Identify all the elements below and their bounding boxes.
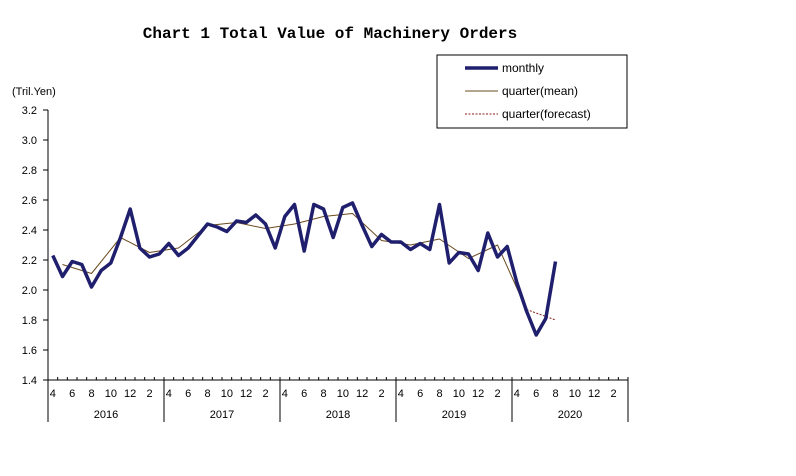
y-tick-label: 3.0 — [22, 135, 37, 147]
y-tick-label: 2.4 — [22, 225, 37, 237]
x-tick-label: 6 — [533, 388, 539, 400]
x-tick-label: 10 — [337, 388, 349, 400]
y-tick-label: 1.8 — [22, 315, 37, 327]
x-tick-label: 2 — [146, 388, 152, 400]
y-axis-unit-label: (Tril.Yen) — [12, 86, 56, 98]
x-tick-label: 12 — [240, 388, 252, 400]
x-year-label: 2019 — [442, 409, 466, 421]
x-year-label: 2017 — [210, 409, 234, 421]
x-tick-label: 6 — [69, 388, 75, 400]
x-tick-label: 12 — [472, 388, 484, 400]
x-tick-label: 2 — [262, 388, 268, 400]
y-tick-label: 3.2 — [22, 105, 37, 117]
series-layer — [51, 201, 558, 337]
x-tick-label: 12 — [356, 388, 368, 400]
x-year-label: 2020 — [558, 409, 582, 421]
legend-label-quarter-mean: quarter(mean) — [502, 84, 578, 98]
y-tick-label: 2.2 — [22, 255, 37, 267]
x-year-label: 2018 — [326, 409, 350, 421]
y-tick-label: 2.8 — [22, 165, 37, 177]
x-tick-label: 4 — [282, 388, 288, 400]
x-tick-label: 4 — [514, 388, 520, 400]
chart-title: Chart 1 Total Value of Machinery Orders — [143, 25, 517, 43]
x-axis: 4 6 8 10 12 2 4 6 8 10 12 2 4 6 8 10 12 2 4 6 8 10 12 2 4 6 8 10 12 2… — [47, 377, 629, 422]
series-line-quarter-forecast — [526, 309, 556, 321]
x-tick-label: 8 — [436, 388, 442, 400]
y-tick-label: 1.4 — [22, 375, 37, 387]
x-tick-label: 4 — [166, 388, 172, 400]
x-tick-label: 12 — [588, 388, 600, 400]
x-tick-label: 10 — [105, 388, 117, 400]
y-tick-label: 1.6 — [22, 345, 37, 357]
series-line-monthly — [51, 201, 558, 337]
x-tick-label: 10 — [453, 388, 465, 400]
x-tick-label: 8 — [320, 388, 326, 400]
y-tick-label: 2.0 — [22, 285, 37, 297]
x-tick-label: 6 — [301, 388, 307, 400]
x-tick-label: 10 — [569, 388, 581, 400]
x-tick-label: 2 — [378, 388, 384, 400]
series-line-quarter-mean — [62, 213, 527, 310]
legend-label-monthly: monthly — [502, 61, 544, 75]
x-tick-label: 4 — [50, 388, 56, 400]
x-tick-label: 12 — [124, 388, 136, 400]
x-tick-label: 6 — [417, 388, 423, 400]
x-tick-label: 8 — [204, 388, 210, 400]
x-tick-label: 8 — [552, 388, 558, 400]
y-axis: 1.4 1.6 1.8 2.0 2.2 2.4 2.6 2.8 3.0 3.2 — [22, 105, 49, 387]
x-year-label: 2016 — [94, 409, 118, 421]
x-tick-label: 6 — [185, 388, 191, 400]
y-tick-label: 2.6 — [22, 195, 37, 207]
legend-label-quarter-forecast: quarter(forecast) — [502, 107, 591, 121]
legend: monthly quarter(mean) quarter(forecast) — [436, 54, 628, 129]
x-tick-label: 2 — [610, 388, 616, 400]
x-tick-label: 8 — [88, 388, 94, 400]
x-tick-label: 2 — [494, 388, 500, 400]
x-tick-label: 4 — [398, 388, 404, 400]
x-tick-label: 10 — [221, 388, 233, 400]
